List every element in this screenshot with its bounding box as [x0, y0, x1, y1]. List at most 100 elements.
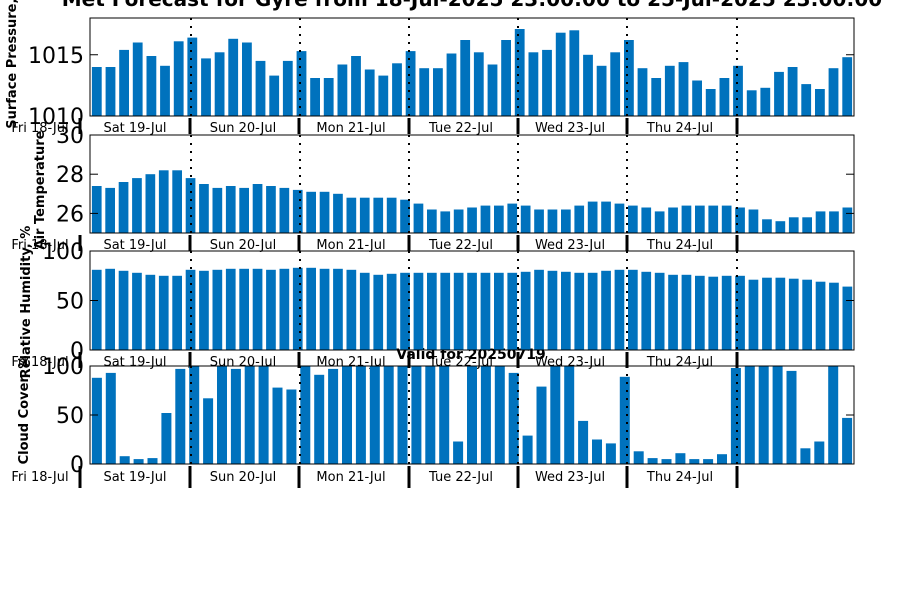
x-tick-label: Tue 22-Jul — [428, 470, 493, 485]
bar — [244, 366, 255, 464]
bar — [647, 458, 658, 464]
bar — [528, 52, 539, 116]
bar — [550, 366, 561, 464]
bar — [587, 272, 598, 350]
bar — [427, 209, 437, 233]
bar — [255, 60, 266, 116]
bar — [828, 366, 839, 464]
bar — [641, 271, 652, 350]
bar — [453, 209, 464, 233]
bar — [286, 389, 297, 464]
bar — [494, 366, 505, 464]
bar — [411, 366, 422, 464]
bar — [601, 201, 611, 233]
x-tick-label: Thu 24-Jul — [646, 238, 713, 253]
x-tick-label: Sat 19-Jul — [103, 121, 166, 136]
y-tick-label: 0 — [70, 453, 84, 478]
bar — [439, 366, 450, 464]
bar — [440, 272, 451, 350]
bar — [146, 56, 157, 116]
x-tick-label: Mon 21-Jul — [316, 470, 385, 485]
figure-title: Met Forecast for Gyre from 18-Jul-2025 2… — [62, 0, 882, 11]
bar — [708, 276, 719, 350]
bar — [547, 209, 558, 233]
x-tick-label: Sun 20-Jul — [210, 238, 277, 253]
bar — [487, 64, 498, 116]
bar — [605, 443, 616, 464]
bar — [328, 368, 339, 464]
bar — [787, 67, 798, 116]
bar — [564, 366, 575, 464]
bar — [185, 269, 196, 350]
bar — [132, 272, 142, 350]
bar — [446, 53, 457, 116]
bar — [239, 268, 249, 350]
bar — [772, 366, 783, 464]
x-tick-label: Mon 21-Jul — [316, 238, 385, 253]
y-tick-label: 28 — [56, 163, 84, 188]
bar — [735, 207, 745, 233]
bar — [147, 458, 158, 464]
x-tick-label: Thu 24-Jul — [646, 470, 713, 485]
bar — [346, 197, 357, 233]
bar — [520, 205, 531, 233]
bar — [628, 205, 638, 233]
bar — [467, 207, 477, 233]
bar — [829, 211, 839, 233]
bar — [133, 459, 144, 464]
bar — [132, 42, 143, 116]
bar — [306, 191, 316, 233]
bar — [427, 272, 437, 350]
bar — [383, 366, 394, 464]
bar — [105, 268, 115, 350]
bar — [296, 51, 307, 116]
bar — [91, 269, 102, 350]
bar — [252, 268, 263, 350]
bar — [717, 454, 727, 464]
bar — [494, 272, 504, 350]
bar — [815, 211, 826, 233]
bar — [392, 63, 402, 116]
bar — [378, 75, 389, 116]
x-tick-label: Sat 19-Jul — [103, 355, 166, 370]
bar — [721, 275, 732, 351]
bar — [400, 272, 410, 350]
x-tick-label: Sat 19-Jul — [103, 238, 166, 253]
x-tick-label: Tue 22-Jul — [428, 121, 493, 136]
bar — [610, 52, 621, 116]
bar — [337, 64, 348, 116]
bar — [467, 366, 477, 464]
bar — [675, 453, 686, 464]
bar — [800, 448, 811, 464]
bar — [587, 201, 598, 233]
bar — [801, 84, 812, 116]
bar — [762, 277, 772, 350]
bar — [668, 274, 678, 350]
bar — [788, 278, 799, 350]
bar — [574, 205, 585, 233]
bar — [214, 52, 225, 116]
bar — [91, 186, 102, 233]
bar — [802, 217, 812, 233]
bar — [719, 78, 730, 116]
bar — [542, 49, 552, 116]
bar — [440, 211, 451, 233]
bar — [105, 372, 116, 464]
bar — [400, 199, 410, 233]
bar — [507, 203, 518, 233]
bar — [815, 281, 826, 350]
bar — [555, 32, 566, 117]
bar — [212, 269, 223, 350]
bar — [292, 267, 303, 350]
x-tick-label: Thu 24-Jul — [646, 121, 713, 136]
bar — [748, 279, 759, 350]
bar — [310, 78, 320, 116]
bar — [703, 459, 714, 464]
y-tick-label: 100 — [42, 355, 84, 380]
bar — [842, 286, 853, 350]
bar — [225, 186, 236, 233]
bar — [91, 67, 102, 116]
bar — [323, 78, 334, 116]
bar — [405, 51, 416, 116]
